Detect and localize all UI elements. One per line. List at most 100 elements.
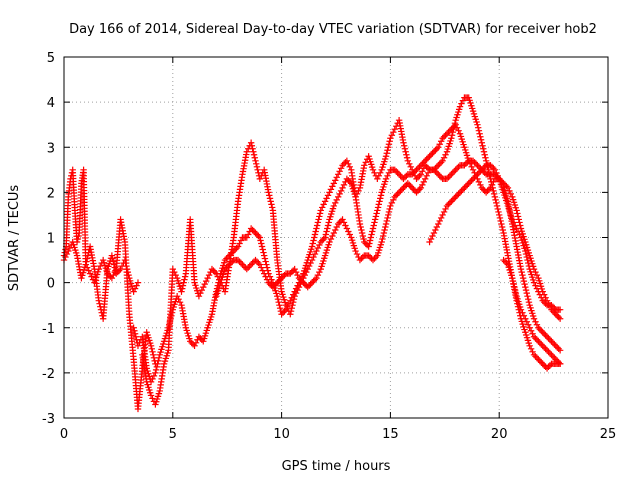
data-point xyxy=(386,205,393,213)
data-point xyxy=(464,181,471,189)
data-point xyxy=(522,283,529,291)
data-point xyxy=(545,335,552,342)
data-point xyxy=(440,208,448,216)
data-point xyxy=(379,235,386,243)
data-point xyxy=(480,186,487,193)
data-point xyxy=(475,127,483,134)
data-point xyxy=(337,187,345,195)
data-point xyxy=(513,207,520,214)
data-point xyxy=(342,159,349,166)
data-point xyxy=(237,237,245,244)
data-point xyxy=(274,292,281,300)
data-point xyxy=(429,150,436,157)
data-point xyxy=(343,175,351,183)
data-point xyxy=(532,335,539,342)
data-point xyxy=(430,148,438,155)
data-point xyxy=(262,258,269,265)
data-point xyxy=(282,306,290,313)
data-point xyxy=(462,160,470,167)
data-point xyxy=(501,258,509,265)
data-point xyxy=(243,265,250,273)
data-point xyxy=(369,228,376,235)
data-point xyxy=(352,247,359,255)
data-point xyxy=(201,280,208,288)
data-point xyxy=(458,100,465,107)
data-point xyxy=(307,280,314,288)
series-sat-g xyxy=(500,256,564,368)
data-point xyxy=(497,217,504,225)
data-point xyxy=(530,333,538,340)
data-point xyxy=(533,285,541,292)
data-point xyxy=(358,229,366,237)
data-point xyxy=(224,262,232,270)
data-point xyxy=(134,342,142,349)
data-point xyxy=(234,243,242,250)
data-point xyxy=(247,139,255,146)
data-point xyxy=(262,273,269,280)
data-point xyxy=(340,181,348,189)
data-point xyxy=(448,126,455,133)
data-point xyxy=(391,193,398,201)
data-point xyxy=(530,315,538,322)
data-point xyxy=(85,267,92,274)
data-point xyxy=(108,252,116,259)
data-point xyxy=(180,279,187,286)
data-point xyxy=(88,273,95,280)
data-point xyxy=(343,225,351,232)
data-point xyxy=(369,225,377,232)
x-tick-label: 0 xyxy=(60,427,68,442)
y-tick-label: 4 xyxy=(47,96,55,111)
data-point xyxy=(494,172,501,180)
data-point xyxy=(510,219,517,226)
data-point xyxy=(556,347,564,354)
data-point xyxy=(359,232,367,240)
data-point xyxy=(226,261,233,268)
data-point xyxy=(548,338,555,345)
data-point xyxy=(455,163,462,171)
data-point xyxy=(546,336,554,343)
data-point xyxy=(301,280,309,288)
data-point xyxy=(480,148,488,155)
data-point xyxy=(468,177,475,184)
data-point xyxy=(249,145,256,152)
data-point xyxy=(506,187,513,195)
data-point xyxy=(468,163,475,171)
data-point xyxy=(521,280,528,288)
data-point xyxy=(420,159,427,166)
data-point xyxy=(455,190,462,198)
data-point xyxy=(525,262,533,270)
data-point xyxy=(369,166,377,174)
data-point xyxy=(178,288,185,295)
data-point xyxy=(243,234,250,241)
data-point xyxy=(147,342,155,349)
data-point xyxy=(549,353,557,360)
data-point xyxy=(372,253,380,261)
data-point xyxy=(249,226,256,234)
data-point xyxy=(250,148,257,155)
data-point xyxy=(413,189,420,196)
data-point xyxy=(555,345,562,353)
data-point xyxy=(252,256,259,264)
data-point xyxy=(345,160,352,167)
data-point xyxy=(315,216,322,223)
y-tick-label: 3 xyxy=(47,141,55,156)
data-point xyxy=(205,271,213,279)
data-point xyxy=(310,237,317,244)
data-point xyxy=(62,253,69,261)
data-point xyxy=(314,271,322,279)
data-point xyxy=(446,127,454,134)
data-point xyxy=(471,159,478,166)
data-point xyxy=(176,298,184,306)
data-point xyxy=(390,129,397,136)
data-point xyxy=(130,324,137,331)
data-point xyxy=(122,259,129,267)
data-point xyxy=(278,274,285,282)
data-point xyxy=(548,301,555,309)
data-point xyxy=(134,279,142,286)
data-point xyxy=(288,304,295,312)
data-point xyxy=(414,165,422,172)
data-point xyxy=(459,97,467,104)
data-point xyxy=(465,180,472,187)
data-point xyxy=(539,329,546,336)
data-point xyxy=(255,232,262,240)
